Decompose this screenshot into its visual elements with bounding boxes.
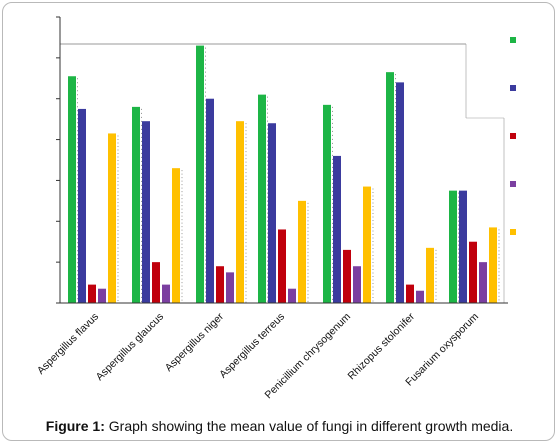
bar-6-series-5 [426, 247, 434, 303]
x-tick-label: Fusarium oxysporum [403, 310, 481, 388]
caption-text: Graph showing the mean value of fungi in… [108, 418, 514, 434]
bar-6-series-3 [406, 284, 414, 303]
bar-7-series-5 [489, 227, 497, 303]
bar-1-series-5 [108, 133, 116, 303]
figure-caption: Figure 1: Graph showing the mean value o… [0, 418, 559, 434]
bar-3-series-1 [196, 45, 204, 303]
x-tick-label: Aspergillus flavus [35, 311, 101, 377]
bar-6-series-4 [416, 290, 424, 303]
x-tick-label: Aspergillus glaucus [94, 311, 166, 383]
bar-1-series-2 [78, 108, 86, 303]
bar-2-series-2 [142, 121, 150, 303]
axes-group [56, 16, 508, 304]
legend-marker-series-5 [510, 229, 516, 235]
bar-1-series-4 [98, 288, 106, 303]
bar-5-series-3 [343, 249, 351, 303]
bar-3-series-5 [236, 121, 244, 303]
bar-2-series-5 [172, 168, 180, 303]
bar-7-series-4 [479, 262, 487, 303]
bar-6-series-1 [386, 72, 394, 304]
bar-2-series-1 [132, 106, 140, 303]
bar-7-series-1 [449, 190, 457, 303]
bar-7-series-2 [459, 190, 467, 303]
bar-5-series-4 [353, 266, 361, 303]
legend-marker-series-3 [510, 133, 516, 139]
bar-4-series-5 [298, 200, 306, 303]
bar-3-series-4 [226, 272, 234, 303]
x-tick-label: Aspergillus niger [163, 310, 227, 374]
chart-decorations [60, 43, 505, 303]
legend-marker-series-1 [510, 37, 516, 43]
bar-7-series-3 [469, 241, 477, 303]
bar-1-series-3 [88, 284, 96, 303]
legend [510, 37, 516, 235]
bar-3-series-2 [206, 98, 214, 303]
bar-6-series-2 [396, 82, 404, 303]
x-tick-label: Aspergillus terreus [217, 311, 287, 381]
bars-group [68, 45, 497, 304]
bar-5-series-5 [363, 186, 371, 303]
x-tick-label: Rhizopus stolonifer [345, 310, 417, 382]
bar-3-series-3 [216, 266, 224, 303]
legend-marker-series-4 [510, 181, 516, 187]
caption-label: Figure 1: [45, 418, 105, 434]
bar-2-series-3 [152, 262, 160, 303]
bar-1-series-1 [68, 76, 76, 303]
bar-4-series-1 [258, 94, 266, 303]
bar-4-series-4 [288, 288, 296, 303]
legend-marker-series-2 [510, 85, 516, 91]
bar-4-series-3 [278, 229, 286, 303]
bar-4-series-2 [268, 123, 276, 303]
bar-2-series-4 [162, 284, 170, 303]
bar-5-series-1 [323, 104, 331, 303]
bar-5-series-2 [333, 155, 341, 303]
